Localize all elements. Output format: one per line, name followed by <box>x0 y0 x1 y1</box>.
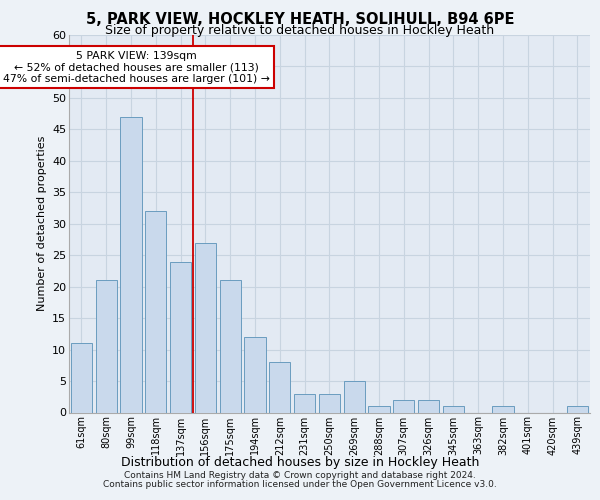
Bar <box>244 337 266 412</box>
Bar <box>567 406 588 412</box>
Bar <box>493 406 514 412</box>
Bar <box>170 262 191 412</box>
Bar <box>95 280 117 412</box>
Text: Contains public sector information licensed under the Open Government Licence v3: Contains public sector information licen… <box>103 480 497 489</box>
Bar <box>368 406 389 412</box>
Bar <box>269 362 290 412</box>
Bar <box>393 400 415 412</box>
Text: 5 PARK VIEW: 139sqm
← 52% of detached houses are smaller (113)
47% of semi-detac: 5 PARK VIEW: 139sqm ← 52% of detached ho… <box>2 50 269 84</box>
Bar <box>71 344 92 412</box>
Bar <box>294 394 315 412</box>
Bar <box>145 211 166 412</box>
Y-axis label: Number of detached properties: Number of detached properties <box>37 136 47 312</box>
Text: Contains HM Land Registry data © Crown copyright and database right 2024.: Contains HM Land Registry data © Crown c… <box>124 471 476 480</box>
Bar <box>195 242 216 412</box>
Bar <box>121 117 142 412</box>
Bar <box>344 381 365 412</box>
Text: 5, PARK VIEW, HOCKLEY HEATH, SOLIHULL, B94 6PE: 5, PARK VIEW, HOCKLEY HEATH, SOLIHULL, B… <box>86 12 514 27</box>
Bar <box>319 394 340 412</box>
Bar <box>220 280 241 412</box>
Bar <box>443 406 464 412</box>
Text: Size of property relative to detached houses in Hockley Heath: Size of property relative to detached ho… <box>106 24 494 37</box>
Bar <box>418 400 439 412</box>
Text: Distribution of detached houses by size in Hockley Heath: Distribution of detached houses by size … <box>121 456 479 469</box>
